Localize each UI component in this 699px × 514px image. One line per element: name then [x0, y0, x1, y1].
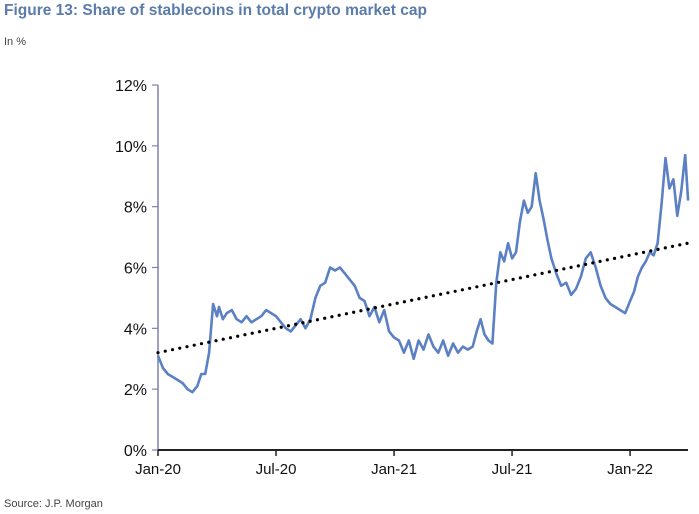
y-tick-label: 4% [124, 321, 147, 338]
trend-line [156, 241, 690, 355]
x-tick-label: Jul-21 [492, 461, 533, 478]
y-tick-label: 12% [115, 78, 147, 95]
y-tick-label: 6% [124, 261, 147, 278]
y-tick-label: 10% [115, 139, 147, 156]
series-group [156, 153, 690, 394]
x-tick-label: Jan-21 [371, 461, 417, 478]
tick-labels: 0% 2% 4% 6% 8% 10% 12% Jan-20 Jul-20 Jan-21 Jul-21… [115, 78, 653, 478]
source-note: Source: J.P. Morgan [4, 498, 103, 510]
y-tick-label: 2% [124, 382, 147, 399]
x-tick-label: Jan-20 [135, 461, 181, 478]
y-tick-label: 8% [124, 200, 147, 217]
x-tick-label: Jan-22 [607, 461, 653, 478]
x-tick-label: Jul-20 [256, 461, 297, 478]
chart-title: Figure 13: Share of stablecoins in total… [4, 2, 427, 19]
stablecoin-share-line [156, 153, 690, 394]
y-unit-label: In % [4, 36, 27, 48]
axes [152, 84, 688, 456]
y-tick-label: 0% [124, 443, 147, 460]
